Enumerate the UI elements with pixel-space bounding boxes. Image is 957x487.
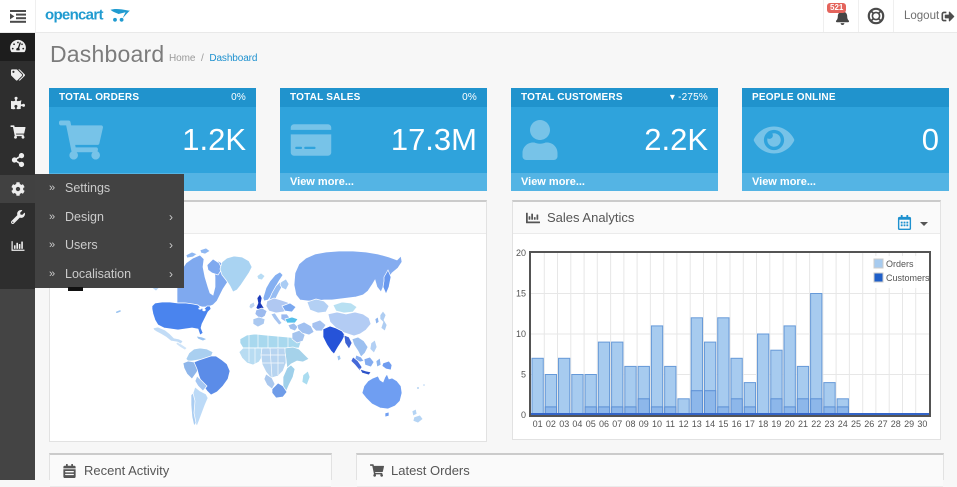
svg-text:07: 07 bbox=[612, 419, 622, 429]
svg-text:08: 08 bbox=[625, 419, 635, 429]
svg-text:27: 27 bbox=[878, 419, 888, 429]
svg-text:05: 05 bbox=[586, 419, 596, 429]
svg-text:11: 11 bbox=[666, 419, 675, 429]
svg-text:24: 24 bbox=[838, 419, 848, 429]
svg-text:21: 21 bbox=[798, 419, 808, 429]
svg-text:Customers: Customers bbox=[886, 273, 930, 283]
svg-text:26: 26 bbox=[864, 419, 874, 429]
svg-text:06: 06 bbox=[599, 419, 609, 429]
svg-text:25: 25 bbox=[851, 419, 861, 429]
svg-text:opencart: opencart bbox=[45, 7, 103, 24]
svg-text:29: 29 bbox=[904, 419, 914, 429]
svg-text:20: 20 bbox=[516, 248, 526, 258]
svg-text:Orders: Orders bbox=[886, 259, 914, 269]
svg-text:03: 03 bbox=[559, 419, 569, 429]
svg-text:0: 0 bbox=[521, 410, 526, 420]
svg-text:15: 15 bbox=[718, 419, 728, 429]
svg-text:10: 10 bbox=[652, 419, 662, 429]
svg-text:10: 10 bbox=[516, 329, 526, 339]
svg-text:22: 22 bbox=[811, 419, 821, 429]
svg-text:23: 23 bbox=[824, 419, 834, 429]
svg-text:13: 13 bbox=[692, 419, 702, 429]
svg-text:01: 01 bbox=[533, 419, 543, 429]
svg-text:19: 19 bbox=[771, 419, 781, 429]
svg-text:04: 04 bbox=[572, 419, 582, 429]
svg-text:28: 28 bbox=[891, 419, 901, 429]
svg-text:18: 18 bbox=[758, 419, 768, 429]
svg-text:12: 12 bbox=[679, 419, 689, 429]
svg-text:16: 16 bbox=[732, 419, 742, 429]
svg-text:09: 09 bbox=[639, 419, 649, 429]
svg-text:5: 5 bbox=[521, 370, 526, 380]
svg-text:14: 14 bbox=[705, 419, 715, 429]
svg-text:15: 15 bbox=[516, 289, 526, 299]
svg-text:17: 17 bbox=[745, 419, 755, 429]
svg-text:30: 30 bbox=[917, 419, 927, 429]
svg-text:20: 20 bbox=[785, 419, 795, 429]
svg-text:02: 02 bbox=[546, 419, 556, 429]
